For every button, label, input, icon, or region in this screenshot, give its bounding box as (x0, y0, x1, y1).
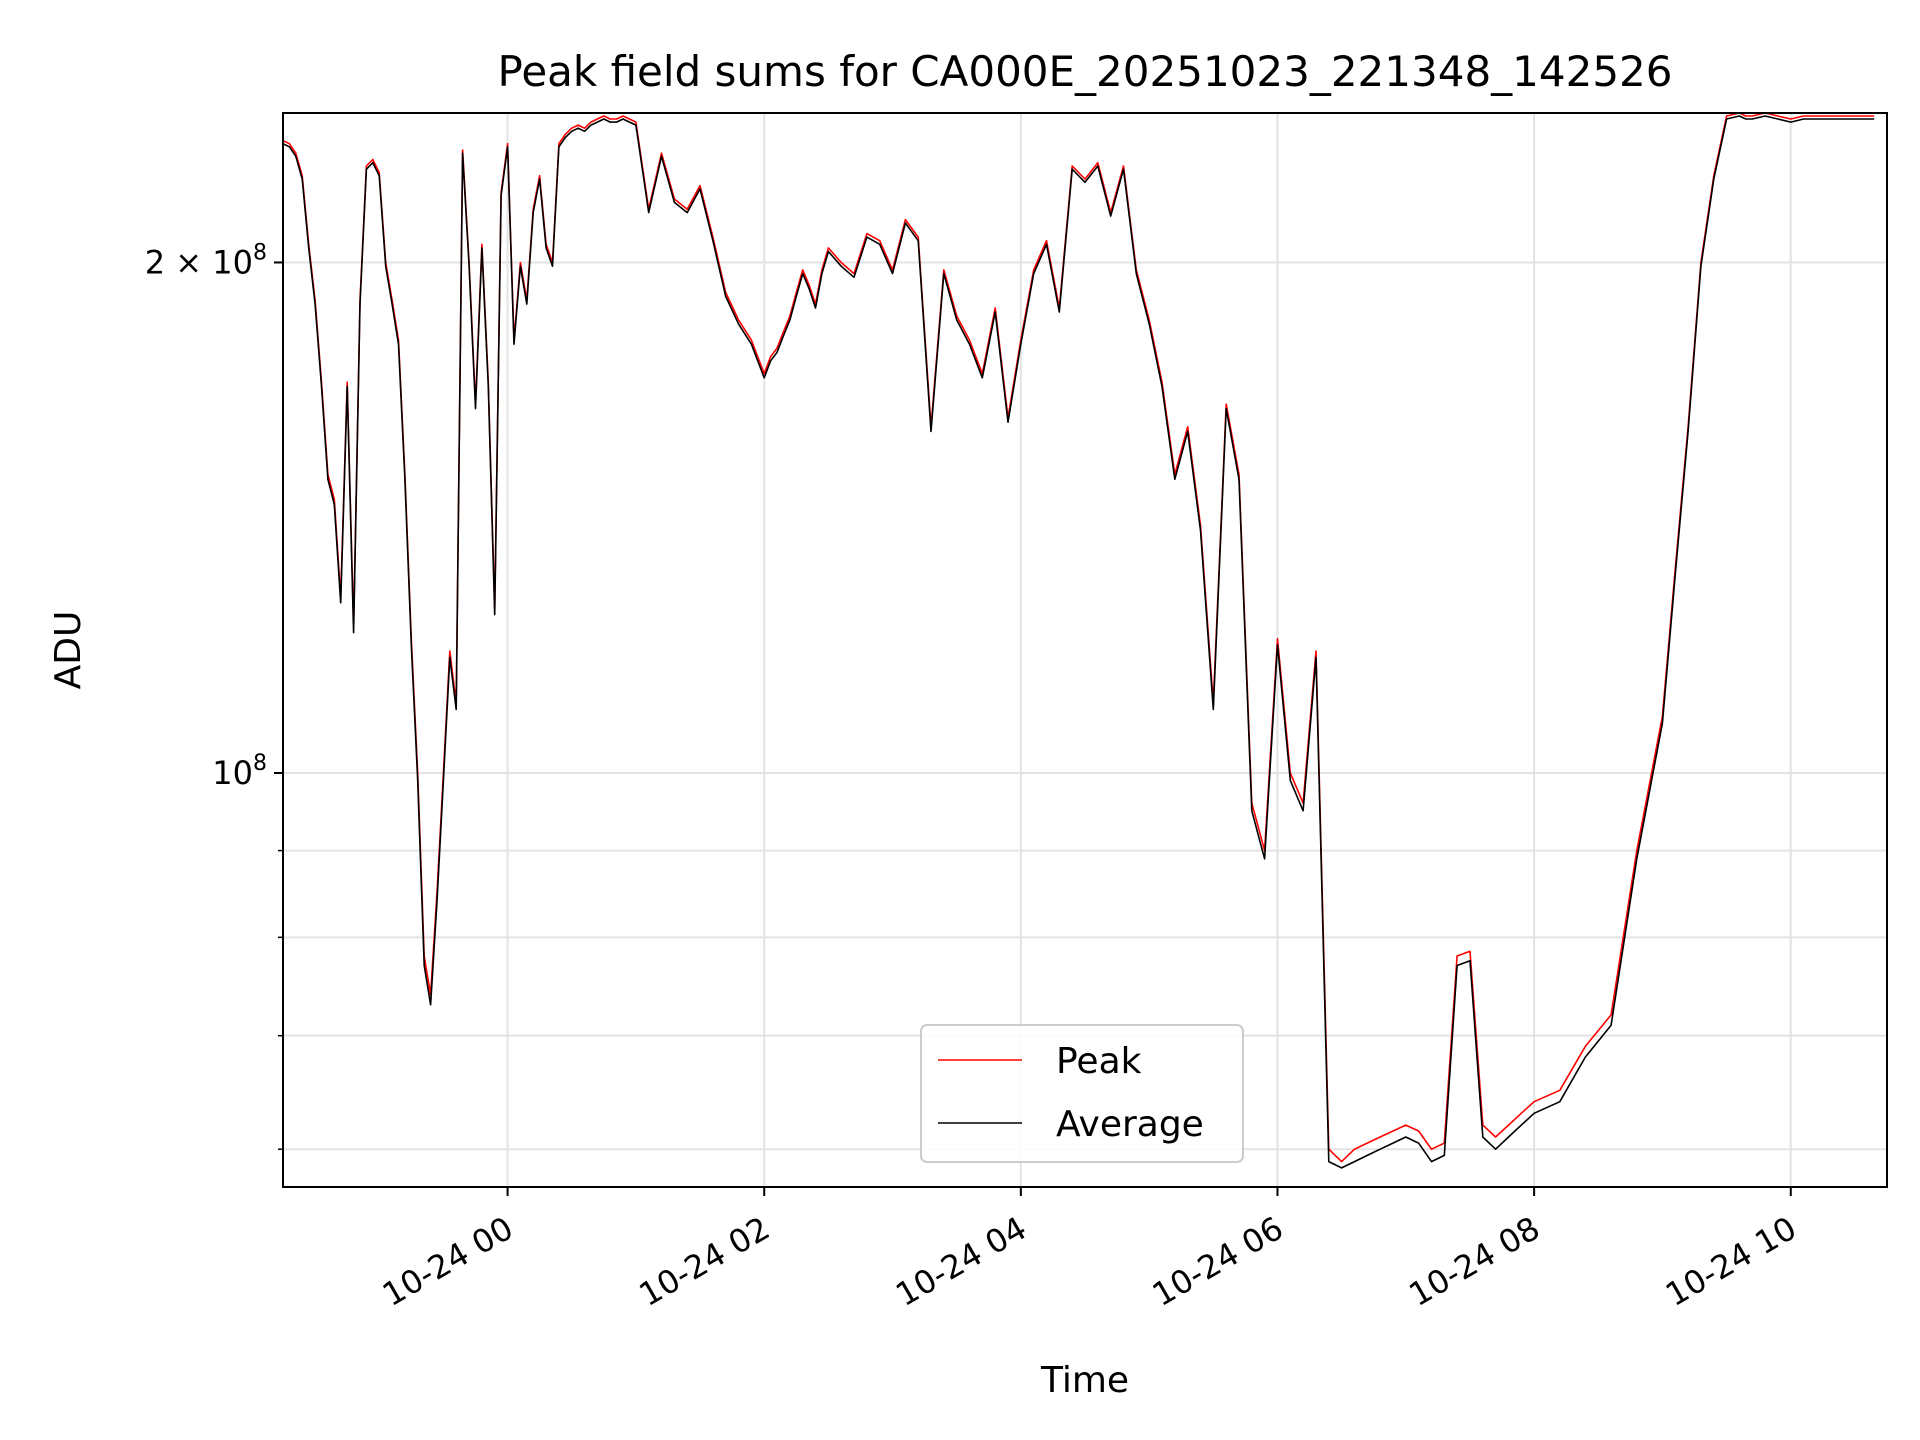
y-tick-label: 2 × 108 (145, 240, 267, 281)
y-axis-ticks: 2 × 108 108 (145, 240, 283, 1150)
legend-label-peak: Peak (1056, 1041, 1142, 1082)
x-axis-label: Time (1040, 1360, 1129, 1401)
y-tick-label: 108 (212, 751, 267, 792)
series-line-average (283, 115, 1875, 1169)
series-group (283, 113, 1875, 1169)
plot-area-frame (282, 112, 1888, 1188)
chart-title: Peak field sums for CA000E_20251023_2213… (498, 47, 1673, 96)
legend: Peak Average (920, 1024, 1244, 1163)
legend-label-average: Average (1056, 1104, 1204, 1145)
y-axis-label: ADU (48, 611, 89, 690)
